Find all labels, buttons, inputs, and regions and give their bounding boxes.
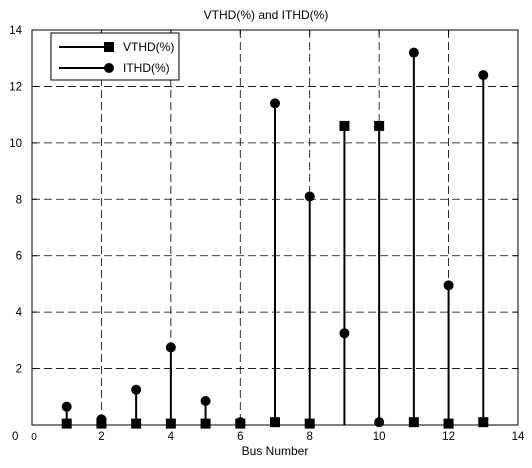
- x-tick-label: 12: [442, 431, 455, 443]
- ithd-marker: [96, 414, 107, 425]
- vthd-marker: [408, 417, 419, 428]
- y-tick-label: 2: [16, 364, 22, 376]
- y-tick-label: 8: [16, 194, 22, 206]
- axis-ticks: [31, 29, 519, 426]
- x-tick-label: 14: [512, 431, 525, 443]
- ithd-marker: [478, 70, 489, 81]
- vthd-marker: [374, 120, 385, 131]
- ithd-marker: [304, 191, 315, 202]
- legend-item: ITHD(%): [59, 61, 170, 75]
- y-tick-label: 4: [16, 307, 23, 319]
- y-tick-label: 6: [16, 251, 22, 263]
- ithd-marker: [165, 342, 176, 353]
- ithd-marker: [200, 396, 211, 407]
- y-tick-label: 14: [9, 25, 22, 37]
- vthd-marker: [61, 418, 72, 429]
- vthd-marker: [200, 418, 211, 429]
- chart-title: VTHD(%) and ITHD(%): [204, 8, 329, 22]
- x-tick-label: 4: [168, 431, 175, 443]
- x-axis-label: Bus Number: [242, 444, 309, 458]
- legend-circle-marker: [104, 63, 114, 73]
- ithd-marker: [339, 328, 350, 339]
- x-tick-label: 2: [98, 431, 104, 443]
- ithd-marker: [408, 47, 419, 58]
- ithd-marker: [61, 401, 72, 412]
- legend-item: VTHD(%): [59, 40, 174, 54]
- legend-box: [50, 32, 180, 81]
- legend-square-marker: [104, 42, 114, 52]
- vthd-marker: [478, 417, 489, 428]
- x-tick-label: 0: [12, 431, 18, 443]
- y-tick-label: 12: [9, 81, 22, 93]
- ithd-marker: [270, 98, 280, 109]
- x-tick-label: 10: [373, 431, 386, 443]
- vthd-marker: [339, 120, 350, 131]
- ithd-marker: [443, 280, 454, 291]
- y-tick-label: 10: [9, 138, 22, 150]
- y-tick-labels: 2 4 6 8 10 12 14: [9, 25, 22, 376]
- legend-label: ITHD(%): [123, 61, 170, 75]
- legend-label: VTHD(%): [123, 40, 174, 54]
- x-tick-labels: 0 2 4 6 8 10 12 14: [12, 431, 525, 443]
- x-origin-extra-label: 0: [31, 432, 37, 443]
- ithd-marker: [131, 384, 142, 395]
- x-tick-label: 6: [237, 431, 243, 443]
- legend: VTHD(%) ITHD(%): [50, 32, 180, 81]
- vthd-marker: [270, 417, 280, 428]
- vthd-marker: [131, 418, 142, 429]
- plot-frame: [31, 29, 519, 426]
- x-tick-label: 8: [307, 431, 313, 443]
